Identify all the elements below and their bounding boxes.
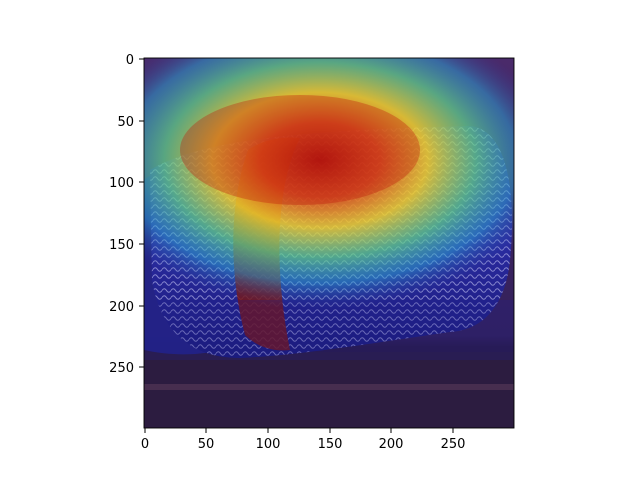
x-tick-label: 250 bbox=[441, 437, 466, 452]
y-tick-label: 250 bbox=[109, 361, 134, 376]
heatmap-image bbox=[144, 58, 514, 428]
x-tick-label: 200 bbox=[379, 437, 404, 452]
y-axis: 0 50 100 150 200 250 bbox=[109, 53, 144, 376]
x-tick-label: 0 bbox=[141, 437, 149, 452]
y-tick-label: 50 bbox=[117, 115, 134, 130]
y-tick-label: 200 bbox=[109, 300, 134, 315]
x-tick-label: 100 bbox=[256, 437, 281, 452]
y-tick-label: 100 bbox=[109, 176, 134, 191]
axes-frame bbox=[143, 57, 515, 429]
x-axis: 0 50 100 150 200 250 bbox=[141, 428, 466, 452]
x-tick-label: 150 bbox=[318, 437, 343, 452]
y-tick-label: 150 bbox=[109, 238, 134, 253]
y-tick-label: 0 bbox=[126, 53, 134, 68]
x-tick-label: 50 bbox=[198, 437, 215, 452]
